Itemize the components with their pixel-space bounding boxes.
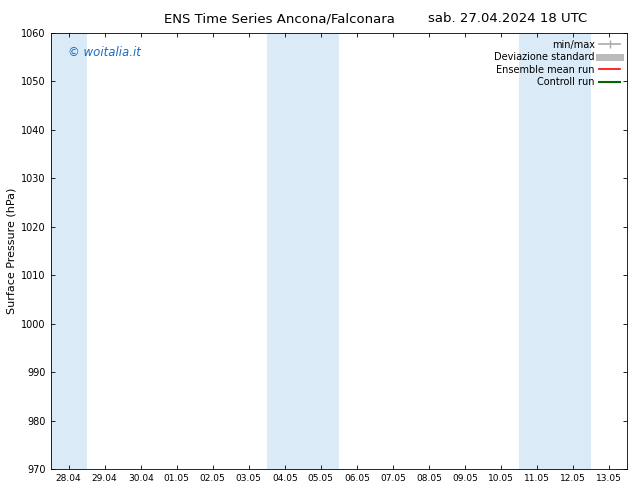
Text: sab. 27.04.2024 18 UTC: sab. 27.04.2024 18 UTC xyxy=(427,12,587,25)
Bar xyxy=(519,33,591,469)
Text: ENS Time Series Ancona/Falconara: ENS Time Series Ancona/Falconara xyxy=(164,12,394,25)
Legend: min/max, Deviazione standard, Ensemble mean run, Controll run: min/max, Deviazione standard, Ensemble m… xyxy=(493,38,622,89)
Text: © woitalia.it: © woitalia.it xyxy=(68,46,141,59)
Bar xyxy=(51,33,87,469)
Y-axis label: Surface Pressure (hPa): Surface Pressure (hPa) xyxy=(7,188,17,314)
Bar xyxy=(267,33,339,469)
